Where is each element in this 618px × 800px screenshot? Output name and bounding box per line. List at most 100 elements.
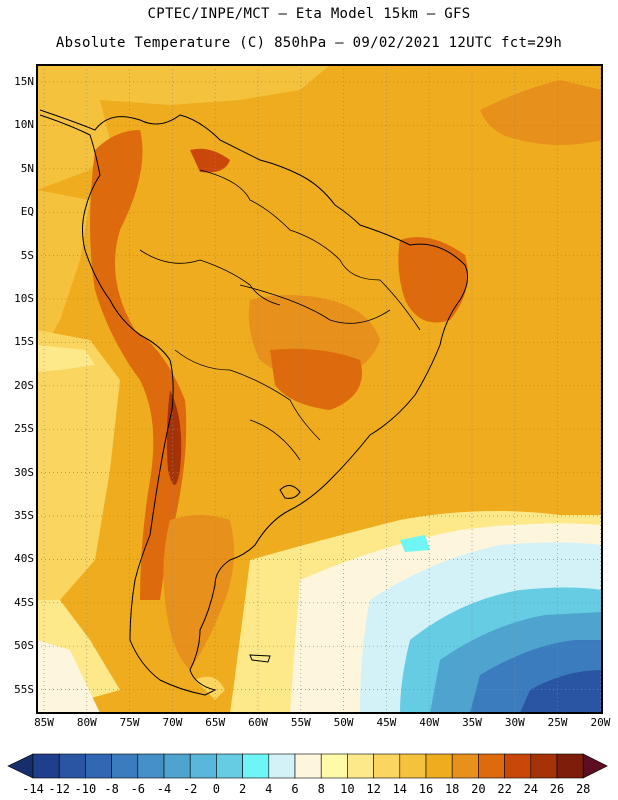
colorbar-label: 28 [575,782,591,796]
colorbar-under-arrow [7,753,34,779]
lat-label: 30S [14,465,34,479]
colorbar-label: 18 [444,782,460,796]
colorbar-swatch [137,753,165,779]
colorbar-label: 20 [471,782,486,796]
lat-label: 15S [14,335,34,349]
continent-outline [39,109,469,696]
lat-label: 5N [20,161,34,175]
lon-label: 85W [34,716,54,729]
colorbar-swatch [189,753,217,779]
temperature-field [37,65,602,713]
colorbar-swatch [373,753,401,779]
colorbar-swatch [163,753,191,779]
field-south-pacific-pale [37,640,100,713]
colorbar-swatch [216,753,243,779]
lat-label: 10N [14,118,34,132]
lon-label: 80W [76,716,97,729]
lon-label: 55W [290,716,311,729]
coastlines [39,109,469,696]
lon-label: 35W [462,716,482,729]
country-borders [139,169,421,461]
colorbar-swatch [478,753,505,779]
field-cyan-spot [400,535,430,552]
lat-label: 35S [14,509,34,522]
chart-title-line2: Absolute Temperature (C) 850hPa – 09/02/… [55,35,563,51]
colorbar-label: -14 [22,782,44,796]
colorbar-label: -4 [156,782,172,796]
lat-label: 10S [14,292,34,305]
field-andes-peak [166,390,182,485]
lon-label: 50W [333,716,354,729]
chart-title-line1: CPTEC/INPE/MCT – Eta Model 15km – GFS [147,6,471,22]
colorbar-label: -10 [74,782,97,796]
colorbar-swatch [451,753,479,779]
colorbar-swatch [111,753,139,779]
colorbar-over-arrow [582,753,608,779]
colorbar-label: 16 [418,782,434,796]
colorbar-label: 26 [549,782,565,796]
field-andes-ridge [90,130,187,600]
lat-label: 25S [14,422,34,436]
colorbar-swatch [320,753,348,779]
field-pacific-north [37,100,110,190]
colorbar-label: -6 [130,782,146,796]
field-ne-hot [398,237,468,323]
colorbar-swatch [242,753,270,779]
colorbar-label: -2 [182,782,198,796]
colorbar-swatch [268,753,296,779]
colorbar-label: 24 [523,782,539,796]
lon-label: 60W [248,716,268,729]
colorbar-label: 12 [366,782,381,796]
lat-label: 50S [14,639,34,653]
lon-label: 45W [376,716,397,729]
field-atlantic-warm [480,80,602,145]
lat-label: 40S [14,552,34,566]
colorbar-swatch [347,753,374,779]
lat-label: 45S [14,595,34,609]
field-north-band [37,65,330,120]
field-pacific-west [37,190,90,360]
colorbar-label: 22 [497,782,512,796]
colorbar-swatch [58,753,86,779]
colorbar-swatch [85,753,112,779]
colorbar-label: 2 [238,782,247,796]
graticule [37,65,602,713]
field-pacific-yellow [37,330,120,600]
colorbar-swatch [425,753,453,779]
lon-label: 30W [504,716,525,729]
falklands-outline [249,654,271,663]
lagoon-outline [279,485,301,499]
lat-label: 5S [20,248,34,262]
colorbar-swatch [556,753,584,779]
lon-label: 65W [205,716,226,729]
lat-label: 55S [14,682,34,696]
lon-label: 75W [119,716,140,729]
field-pacific-light [37,345,95,372]
field-cold-blue3 [520,670,602,713]
lon-label: 40W [419,716,440,729]
lon-label: 25W [547,716,568,729]
field-patagonia [163,515,234,670]
colorbar-label: 14 [392,782,408,796]
colorbar-label: 4 [265,782,273,796]
colorbar-swatch [530,753,558,779]
colorbar-swatch [504,753,532,779]
lat-label: 15N [14,75,34,88]
lat-label: EQ [20,205,34,219]
lon-label: 70W [162,716,183,729]
map-frame [36,64,603,714]
colorbar [7,753,608,779]
colorbar-swatch [399,753,427,779]
colorbar-label: 10 [340,782,355,796]
colorbar-swatch [294,753,322,779]
colorbar-label: -12 [48,782,71,796]
field-interior-hot [270,348,362,410]
lat-label: 20S [14,378,34,392]
field-venezuela-hot [190,148,230,173]
colorbar-label: 0 [212,782,220,796]
colorbar-label: -8 [104,782,119,796]
lon-label: 20W [590,716,611,729]
colorbar-swatch [32,753,60,779]
colorbar-label: 6 [291,782,299,796]
